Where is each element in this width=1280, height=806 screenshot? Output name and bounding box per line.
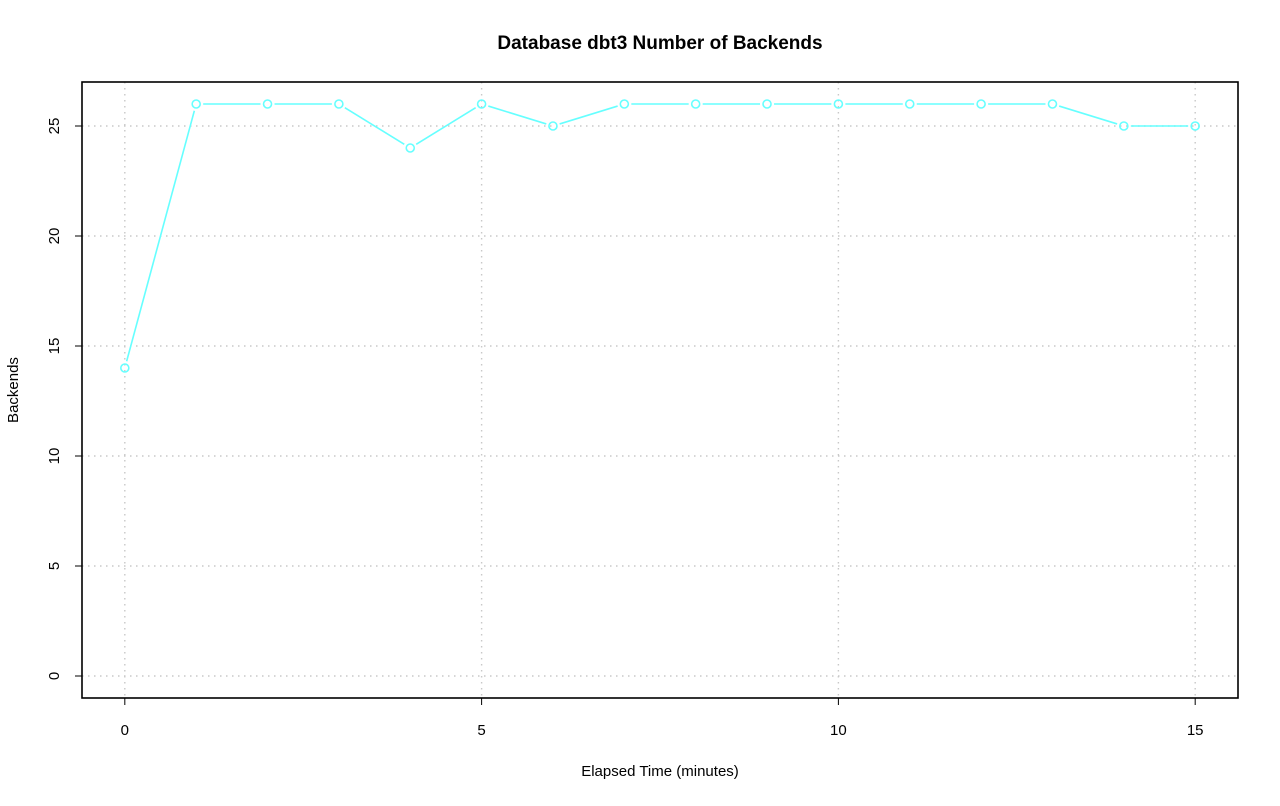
grid-lines <box>82 82 1238 698</box>
data-point <box>262 99 273 109</box>
data-point <box>120 363 130 373</box>
data-series <box>120 99 1200 373</box>
data-point <box>690 99 701 109</box>
data-point <box>762 99 772 109</box>
data-point <box>476 99 487 109</box>
data-point <box>405 143 416 153</box>
y-tick-label: 20 <box>46 228 63 245</box>
data-point <box>334 99 344 109</box>
data-point <box>1047 99 1058 109</box>
plot-frame <box>81 81 1239 699</box>
series-segment <box>344 106 405 146</box>
data-point <box>548 121 558 131</box>
series-segment <box>415 106 477 146</box>
data-point <box>1119 121 1129 131</box>
data-point <box>976 99 986 109</box>
x-axis-label: Elapsed Time (minutes) <box>581 763 739 780</box>
data-point <box>191 99 201 109</box>
y-tick-label: 25 <box>46 118 63 135</box>
y-tick-label: 15 <box>46 338 63 355</box>
x-tick-label: 15 <box>1187 722 1204 739</box>
y-axis-label: Backends <box>5 357 22 423</box>
series-segment <box>125 110 196 362</box>
series-segment <box>559 105 618 125</box>
data-point <box>619 99 630 109</box>
x-tick-label: 10 <box>830 722 847 739</box>
series-line <box>125 103 1189 362</box>
x-tick-label: 5 <box>477 722 485 739</box>
series-segment <box>488 105 547 125</box>
axes: 0 5 10 15 0 5 10 15 20 25 <box>46 118 1204 739</box>
data-point <box>1190 121 1200 131</box>
y-tick-label: 0 <box>46 672 63 680</box>
series-segment <box>1058 105 1118 125</box>
chart-title: Database dbt3 Number of Backends <box>497 33 822 54</box>
y-tick-label: 5 <box>46 562 63 570</box>
x-tick-label: 0 <box>121 722 129 739</box>
data-point <box>833 99 844 109</box>
data-point <box>904 99 915 109</box>
y-tick-label: 10 <box>46 448 63 465</box>
